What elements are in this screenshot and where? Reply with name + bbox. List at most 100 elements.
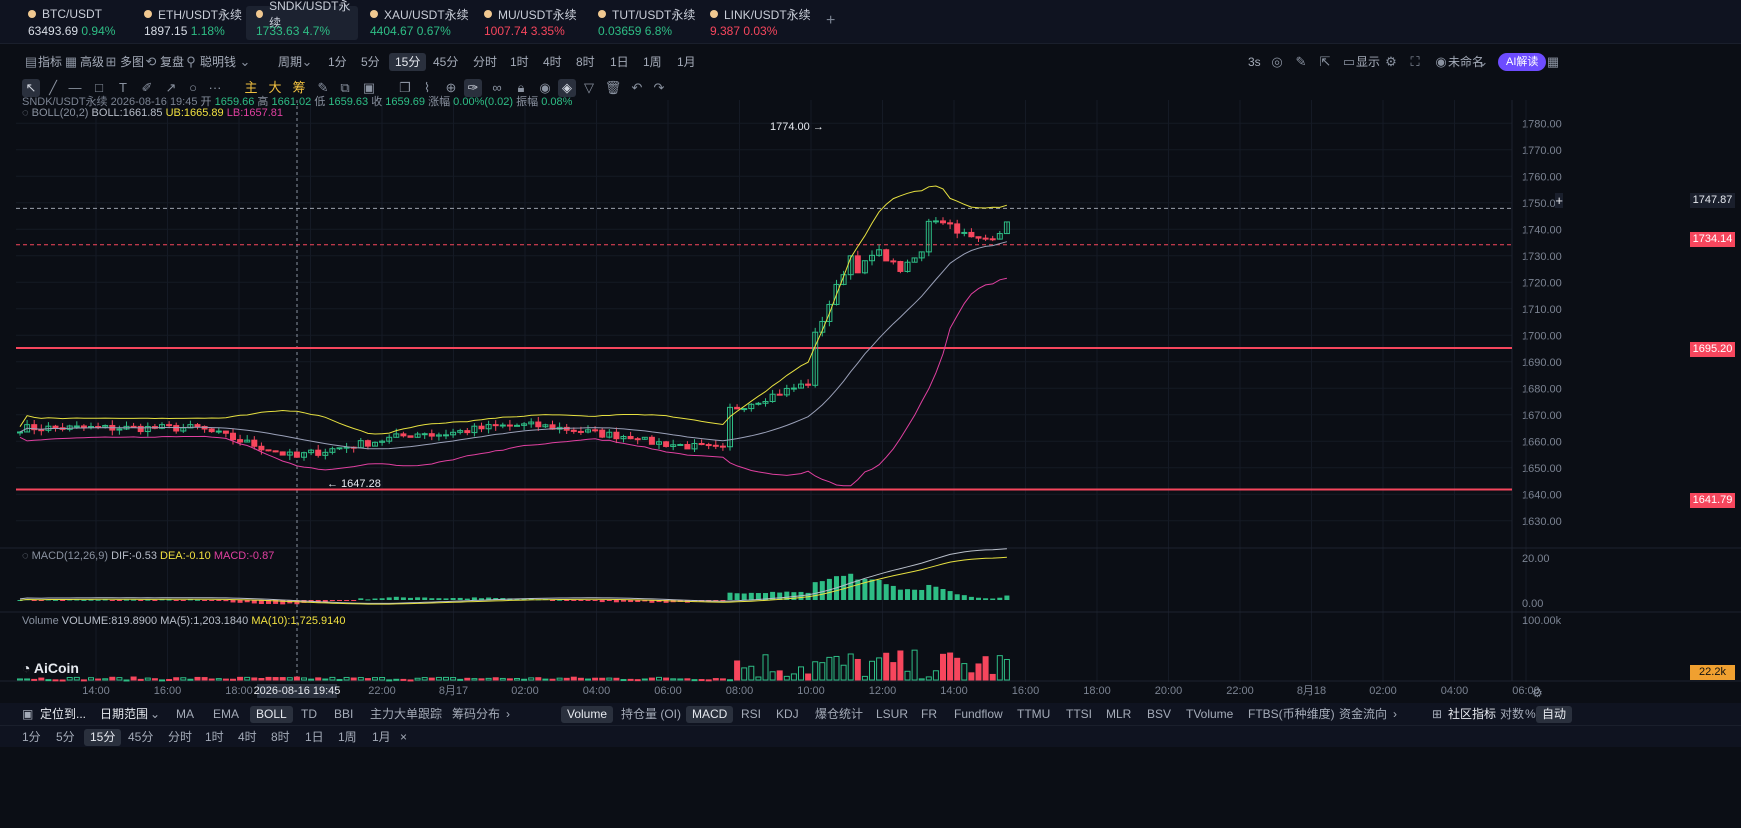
sub-ind-fundflow[interactable]: Fundflow (954, 707, 1003, 721)
interval-timeline[interactable]: 分时 (473, 55, 498, 69)
ticker-tab-eth[interactable]: ETH/USDT永续 1897.15 1.18% (134, 6, 248, 40)
sub-ind-fr[interactable]: FR (921, 707, 937, 721)
sub-ind-volume[interactable]: Volume (561, 706, 614, 723)
magnet-icon[interactable]: ✑ (464, 79, 482, 97)
indicator-icon[interactable]: ▤ (24, 54, 38, 69)
grid-icon[interactable]: ▦ (1546, 54, 1560, 69)
display-icon[interactable]: ▭ (1342, 54, 1356, 69)
bell-icon[interactable]: ◌ (22, 107, 29, 119)
bell-icon[interactable]: ◌ (22, 550, 29, 562)
ticker-tab-mu[interactable]: MU/USDT永续 1007.74 3.35% (474, 6, 583, 40)
interval-4h[interactable]: 4时 (543, 55, 562, 69)
advanced-icon[interactable]: ▦ (64, 54, 78, 69)
display-button[interactable]: 显示 (1356, 55, 1381, 69)
chip-tool[interactable]: 筹 (292, 80, 306, 95)
interval-timeline[interactable]: 分时 (168, 730, 193, 744)
smart-money-icon[interactable]: ⚲ (186, 54, 196, 69)
smart-money-button[interactable]: 聪明钱 (200, 55, 237, 69)
sub-ind-macd[interactable]: MACD (686, 706, 734, 723)
filter-icon[interactable]: ▽ (584, 80, 594, 95)
fullscreen-icon[interactable]: ⛶ (1410, 54, 1420, 69)
sub-ind-ttsi[interactable]: TTSI (1066, 707, 1092, 721)
ticker-tab-xau[interactable]: XAU/USDT永续 4404.67 0.67% (360, 6, 475, 40)
gear-icon[interactable]: ⚙ (1385, 54, 1397, 69)
ruler-icon[interactable]: ⌇ (423, 80, 431, 95)
ai-analysis-button[interactable]: AI解读 (1498, 53, 1547, 71)
sub-ind-bsv[interactable]: BSV (1147, 707, 1172, 721)
community-indicators-button[interactable]: 社区指标 (1448, 707, 1497, 721)
sub-ind-oi[interactable]: 持仓量 (OI) (621, 707, 681, 721)
interval-8h[interactable]: 8时 (576, 55, 595, 69)
ticker-tab-btc[interactable]: BTC/USDT 63493.69 0.94% (18, 6, 121, 40)
main-ind-ma[interactable]: MA (176, 707, 194, 721)
interval-1M[interactable]: 1月 (372, 730, 391, 744)
interval-5m[interactable]: 5分 (56, 730, 75, 744)
chevron-down-icon[interactable]: ⌄ (150, 707, 161, 721)
ticker-tab-link[interactable]: LINK/USDT永续 9.387 0.03% (700, 6, 817, 40)
interval-1d[interactable]: 1日 (610, 55, 629, 69)
link-icon[interactable]: ∞ (492, 80, 502, 95)
pencil-icon[interactable]: ✎ (1295, 54, 1307, 69)
locate-button[interactable]: 定位到... (40, 707, 87, 721)
log-scale-toggle[interactable]: 对数 (1500, 707, 1525, 721)
multi-chart-button[interactable]: 多图 (120, 55, 145, 69)
interval-45m[interactable]: 45分 (433, 55, 459, 69)
trash-icon[interactable]: 🗑︎ (604, 80, 622, 95)
hline-tool-icon[interactable]: — (68, 80, 82, 95)
interval-1m[interactable]: 1分 (328, 55, 347, 69)
add-tab-button[interactable]: + (826, 12, 836, 29)
redo-icon[interactable]: ↷ (653, 80, 665, 95)
advanced-button[interactable]: 高级 (80, 55, 105, 69)
sub-ind-fundflow-cn[interactable]: 资金流向 (1339, 707, 1388, 721)
camera-icon[interactable]: ◎ (1271, 54, 1283, 69)
multi-chart-icon[interactable]: ⊞ (105, 54, 117, 69)
main-ind-ema[interactable]: EMA (213, 707, 240, 721)
main-ind-boll[interactable]: BOLL (250, 706, 293, 723)
sub-ind-ttmu[interactable]: TTMU (1017, 707, 1051, 721)
interval-5m[interactable]: 5分 (361, 55, 380, 69)
layers-icon[interactable]: ◈ (558, 79, 576, 97)
community-icon[interactable]: ⊞ (1432, 707, 1443, 721)
save-icon[interactable]: ▣ (362, 80, 376, 95)
replay-icon[interactable]: ⟲ (145, 54, 157, 69)
main-ind-bigorder[interactable]: 主力大单跟踪 (370, 707, 443, 721)
indicator-button[interactable]: 指标 (38, 55, 63, 69)
price-chart[interactable]: 1780.00 1770.00 1760.00 1750.00 1740.00 1730.… (0, 100, 1741, 703)
zoom-icon[interactable]: ⊕ (445, 80, 457, 95)
interval-1w[interactable]: 1周 (643, 55, 662, 69)
sub-ind-mlr[interactable]: MLR (1106, 707, 1132, 721)
close-icon[interactable]: × (400, 730, 408, 744)
interval-4h[interactable]: 4时 (238, 730, 257, 744)
main-tool[interactable]: 主 (244, 80, 258, 95)
interval-1w[interactable]: 1周 (338, 730, 357, 744)
refresh-rate[interactable]: 3s (1248, 55, 1261, 69)
more-tools-icon[interactable]: ··· (208, 80, 222, 95)
eye-icon[interactable]: ◉ (1435, 54, 1447, 69)
line-tool-icon[interactable]: ╱ (49, 80, 57, 95)
sub-ind-lsur[interactable]: LSUR (876, 707, 909, 721)
brush-tool-icon[interactable]: ✐ (141, 80, 153, 95)
ticker-tab-tut[interactable]: TUT/USDT永续 0.03659 6.8% (588, 6, 701, 40)
interval-8h[interactable]: 8时 (271, 730, 290, 744)
sub-ind-liq[interactable]: 爆仓统计 (815, 707, 864, 721)
date-range-button[interactable]: 日期范围 (100, 707, 149, 721)
main-ind-bbi[interactable]: BBI (334, 707, 354, 721)
lock-icon[interactable]: 🔒︎ (517, 80, 525, 95)
undo-icon[interactable]: ↶ (631, 80, 643, 95)
chevron-down-icon[interactable]: ⌄ (1477, 54, 1489, 69)
ticker-tab-sndk[interactable]: SNDK/USDT永续 1733.63 4.7% (246, 0, 358, 40)
big-order-tool[interactable]: 大 (268, 80, 282, 95)
export-icon[interactable]: ⇱ (1319, 54, 1331, 69)
sub-ind-kdj[interactable]: KDJ (776, 707, 799, 721)
interval-15m[interactable]: 15分 (389, 53, 427, 71)
chevron-down-icon[interactable]: ⌄ (239, 54, 251, 69)
arrow-tool-icon[interactable]: ↗ (165, 80, 177, 95)
main-ind-chips[interactable]: 筹码分布 (452, 707, 501, 721)
auto-scale-toggle[interactable]: 自动 (1536, 706, 1573, 723)
unnamed-layout[interactable]: 未命名 (1448, 55, 1485, 69)
text-tool-icon[interactable]: T (119, 80, 127, 95)
copy-chart-icon[interactable]: ⧉ (340, 80, 350, 95)
chevron-right-icon[interactable]: › (1393, 707, 1397, 721)
interval-1M[interactable]: 1月 (677, 55, 696, 69)
chevron-right-icon[interactable]: › (506, 707, 510, 721)
